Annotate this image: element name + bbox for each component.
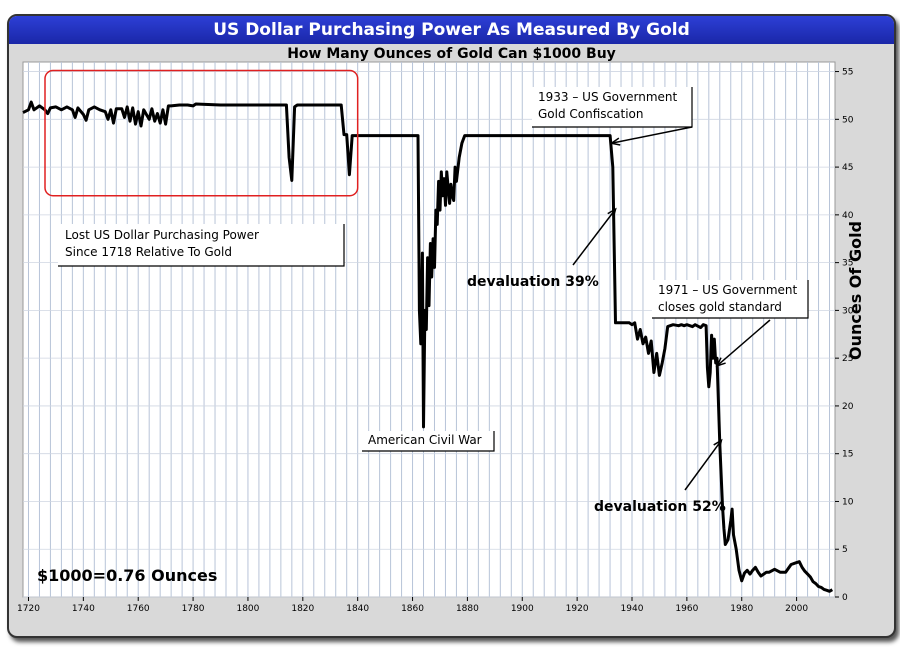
annotation-text: 1971 – US Government (658, 283, 798, 297)
y-axis-label: Ounces Of Gold (846, 221, 866, 360)
x-tick-label: 1860 (401, 604, 424, 614)
arrow-head (607, 207, 617, 219)
y-tick-label: 5 (842, 545, 848, 555)
annotation-text: American Civil War (368, 433, 482, 447)
x-axis: 1720 1740 1760 1780 1800 1820 1840 1860 1880 1900… (17, 597, 808, 614)
annotation-text: Lost US Dollar Purchasing Power (65, 228, 259, 242)
highlight-box (44, 69, 359, 197)
x-tick-label: 1780 (182, 604, 205, 614)
x-tick-label: 1900 (511, 604, 534, 614)
x-tick-label: 1720 (17, 604, 40, 614)
y-tick-label: 15 (842, 450, 853, 460)
x-tick-label: 1920 (566, 604, 589, 614)
y-tick-label: 20 (842, 402, 854, 412)
x-tick-label: 1840 (346, 604, 369, 614)
y-axis: 0 5 10 15 20 25 30 35 40 45 50 55 (835, 68, 854, 603)
annotation-box (58, 224, 344, 266)
annotation-text: closes gold standard (658, 300, 782, 314)
confiscation-note: 1933 – US Government Gold Confiscation (532, 87, 693, 128)
arrow-head (715, 357, 726, 368)
annotation-text: Gold Confiscation (538, 107, 643, 121)
arrow-head (609, 137, 621, 146)
annotation-box-shadow (58, 224, 345, 267)
y-tick-label: 35 (842, 259, 853, 269)
annotation-text: 1933 – US Government (538, 90, 678, 104)
annotation-box-shadow (652, 280, 809, 319)
y-tick-label: 25 (842, 354, 853, 364)
current-value-note: $1000=0.76 Ounces (37, 566, 217, 585)
y-tick-label: 10 (842, 497, 854, 507)
chart-title: US Dollar Purchasing Power As Measured B… (9, 16, 894, 44)
y-tick-label: 0 (842, 593, 848, 603)
series-line (22, 100, 834, 593)
devaluation-52-note: devaluation 52% (594, 499, 726, 515)
arrow-head (713, 438, 723, 450)
devaluation-39-note: devaluation 39% (467, 274, 599, 290)
annotation-box-shadow (362, 431, 495, 452)
x-tick-label: 1800 (236, 604, 259, 614)
annotation-box (362, 431, 494, 451)
annotation-text: devaluation 52% (594, 499, 726, 515)
annotation-box (652, 280, 808, 318)
x-tick-label: 1940 (621, 604, 644, 614)
annotation-box (532, 87, 692, 127)
annotation-arrow (572, 208, 617, 266)
x-tick-label: 1820 (291, 604, 314, 614)
annotation-text: $1000=0.76 Ounces (37, 566, 217, 585)
x-tick-label: 1740 (72, 604, 95, 614)
annotation-text: devaluation 39% (467, 274, 599, 290)
x-tick-label: 1760 (127, 604, 150, 614)
x-tick-label: 1880 (456, 604, 479, 614)
x-tick-label: 1960 (675, 604, 698, 614)
chart-subtitle: How Many Ounces of Gold Can $1000 Buy (287, 46, 616, 62)
plot-area (22, 61, 836, 598)
lost-power-note: Lost US Dollar Purchasing Power Since 171… (58, 224, 345, 267)
annotation-arrow (611, 126, 693, 144)
y-tick-label: 50 (842, 115, 854, 125)
annotation-text: Since 1718 Relative To Gold (65, 245, 232, 259)
x-tick-label: 1980 (730, 604, 753, 614)
annotation-arrow (716, 319, 771, 367)
y-tick-label: 45 (842, 163, 853, 173)
gold-standard-note: 1971 – US Government closes gold standard (652, 280, 809, 319)
y-tick-label: 55 (842, 68, 853, 78)
y-tick-label: 40 (842, 211, 854, 221)
annotation-arrow (684, 439, 723, 491)
x-tick-label: 2000 (785, 604, 808, 614)
civil-war-note: American Civil War (362, 431, 495, 452)
y-tick-label: 30 (842, 306, 854, 316)
annotations: Lost US Dollar Purchasing Power Since 171… (37, 87, 809, 585)
